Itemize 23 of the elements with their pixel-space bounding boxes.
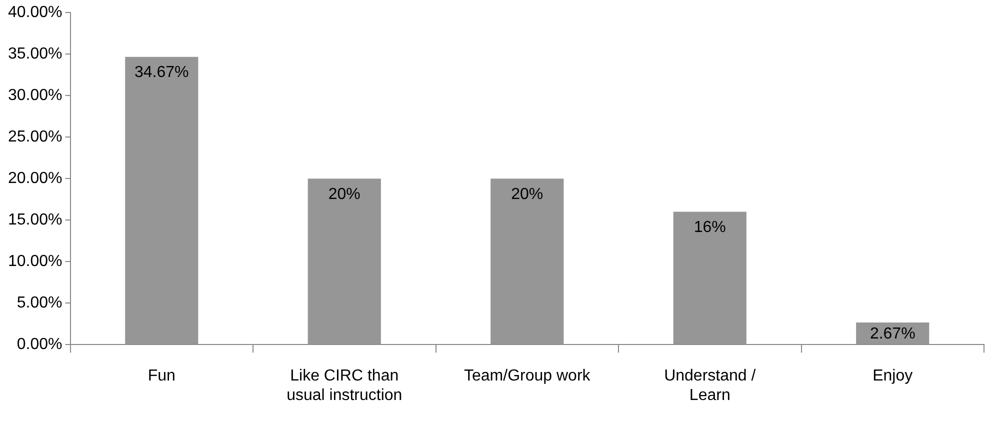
y-tick-label: 20.00% [8,170,62,188]
bar [308,178,381,344]
y-tick-label: 25.00% [8,128,62,146]
y-tick-label: 15.00% [8,212,62,229]
bar [673,212,746,344]
y-tick-label: 10.00% [8,253,62,270]
y-tick-label: 5.00% [16,294,62,312]
x-tick-label: Like CIRC than usual instruction [286,368,402,404]
bar [490,178,564,344]
data-label: 16% [694,219,726,236]
data-label: 20% [328,186,360,204]
y-tick-label: 30.00% [8,87,62,104]
y-tick-label: 35.00% [8,46,62,63]
bar [125,56,198,344]
x-tick-label: Fun [148,368,176,385]
data-label: 2.67% [870,326,916,343]
y-tick-label: 0.00% [16,336,62,354]
x-tick-label: Understand / Learn [664,368,756,404]
data-label: 20% [511,186,544,204]
x-tick-label: Team/Group work [464,368,592,385]
x-tick-label: Enjoy [872,368,913,385]
data-label: 34.67% [134,64,189,82]
y-tick-label: 40.00% [8,4,62,22]
